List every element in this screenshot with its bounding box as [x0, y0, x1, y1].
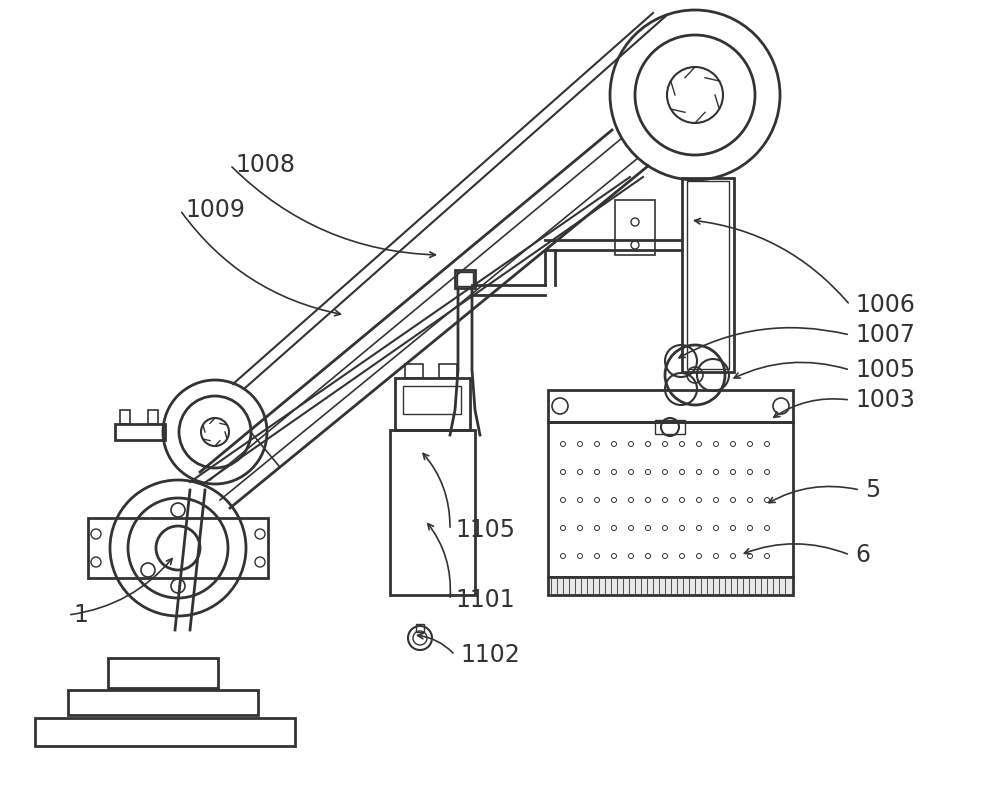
Text: 1105: 1105	[455, 518, 515, 542]
Text: 5: 5	[865, 478, 880, 502]
Bar	[395, 378, 470, 430]
Bar	[615, 200, 655, 255]
Text: 1005: 1005	[855, 358, 915, 382]
Text: 6: 6	[855, 543, 870, 567]
Text: 1006: 1006	[855, 293, 915, 317]
Text: 1102: 1102	[460, 643, 520, 667]
Text: 1009: 1009	[185, 198, 245, 222]
Bar	[439, 364, 457, 378]
Bar	[687, 181, 729, 369]
Bar	[115, 424, 165, 440]
Bar	[120, 410, 130, 424]
Bar	[548, 577, 793, 595]
Bar	[548, 422, 793, 577]
Bar	[682, 178, 734, 372]
Bar	[655, 420, 685, 434]
Bar	[68, 690, 258, 715]
Bar	[35, 718, 295, 746]
Bar	[405, 364, 423, 378]
Bar	[148, 410, 158, 424]
Text: 1101: 1101	[455, 588, 515, 612]
Bar	[390, 430, 475, 595]
Bar	[457, 272, 473, 286]
Text: 1008: 1008	[235, 153, 295, 177]
Bar	[416, 624, 424, 632]
Bar	[403, 386, 461, 414]
Bar	[455, 270, 475, 288]
Text: 1: 1	[73, 603, 88, 627]
Text: 1003: 1003	[855, 388, 915, 412]
Bar	[548, 390, 793, 422]
Text: 1007: 1007	[855, 323, 915, 347]
Bar	[88, 518, 268, 578]
Bar	[108, 658, 218, 688]
